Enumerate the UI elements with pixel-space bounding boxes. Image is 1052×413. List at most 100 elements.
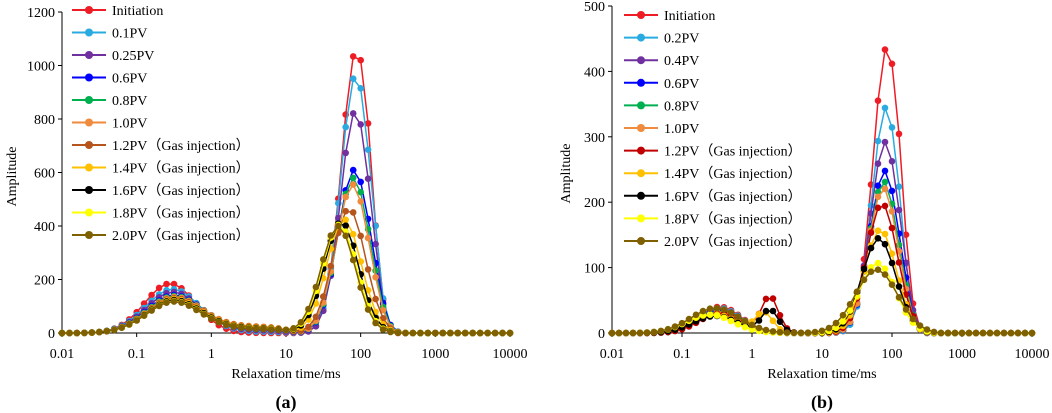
data-point xyxy=(874,137,882,145)
legend-label: 1.2PV（Gas injection） xyxy=(112,138,250,154)
data-point xyxy=(951,329,959,337)
data-point xyxy=(881,46,889,53)
data-point xyxy=(424,329,432,337)
data-point xyxy=(417,329,424,337)
legend-entry: 0.1PV xyxy=(72,27,147,42)
x-tick-label: 10000 xyxy=(1015,347,1050,362)
data-point xyxy=(364,175,372,182)
data-point xyxy=(867,244,875,252)
data-point xyxy=(762,295,770,303)
legend-swatch-marker xyxy=(85,163,93,172)
data-point xyxy=(506,329,514,337)
data-point xyxy=(664,325,672,333)
data-point xyxy=(73,329,81,337)
data-point xyxy=(895,259,903,266)
legend-label: 0.1PV xyxy=(112,27,147,42)
data-point xyxy=(320,293,327,300)
data-point xyxy=(305,305,312,313)
data-point xyxy=(1021,329,1029,337)
data-point xyxy=(81,329,88,337)
data-point xyxy=(461,329,469,337)
data-point xyxy=(909,315,917,323)
data-point xyxy=(402,329,409,337)
data-point xyxy=(267,326,275,333)
data-point xyxy=(874,97,882,104)
legend-label: 1.6PV（Gas injection） xyxy=(112,183,250,199)
y-tick-label: 300 xyxy=(584,131,605,146)
data-point xyxy=(357,258,365,265)
series-2.0PV（Gas injection） xyxy=(58,222,514,337)
data-point xyxy=(937,329,945,337)
data-point xyxy=(342,123,350,131)
data-point xyxy=(312,283,320,291)
data-point xyxy=(790,329,798,337)
data-point xyxy=(629,329,637,337)
legend-label: 0.8PV xyxy=(112,94,147,109)
data-point xyxy=(734,321,742,328)
data-point xyxy=(916,322,924,329)
data-point xyxy=(881,138,889,146)
x-tick-label: 10000 xyxy=(493,347,528,362)
x-tick-label: 1 xyxy=(749,347,756,362)
legend-swatch-marker xyxy=(85,118,93,127)
legend-swatch-marker xyxy=(85,6,93,14)
legend-swatch-marker xyxy=(637,11,645,19)
legend-label: Initiation xyxy=(664,9,715,24)
data-point xyxy=(769,317,777,325)
data-point xyxy=(312,313,320,321)
data-point xyxy=(364,306,372,313)
data-point xyxy=(881,104,889,112)
data-point xyxy=(860,276,868,284)
data-point xyxy=(364,234,372,242)
y-tick-label: 500 xyxy=(584,0,605,15)
series-1.0PV xyxy=(608,185,1036,337)
legend-swatch-marker xyxy=(85,73,93,82)
data-point xyxy=(88,329,96,336)
data-point xyxy=(379,326,387,333)
data-point xyxy=(734,313,742,321)
data-point xyxy=(357,188,365,196)
data-point xyxy=(972,329,980,337)
data-point xyxy=(282,326,290,334)
legend-label: 1.8PV（Gas injection） xyxy=(664,211,802,227)
legend-label: 0.25PV xyxy=(112,49,154,64)
data-point xyxy=(881,271,889,278)
data-point xyxy=(349,75,357,82)
data-point xyxy=(727,317,735,325)
legend-entry: 1.4PV（Gas injection） xyxy=(624,166,802,182)
data-point xyxy=(881,230,889,238)
data-point xyxy=(327,262,335,270)
x-tick-label: 1 xyxy=(208,347,215,362)
data-point xyxy=(394,329,402,337)
data-point xyxy=(357,121,365,128)
series-line xyxy=(612,237,1032,334)
legend-label: 2.0PV（Gas injection） xyxy=(112,228,250,244)
legend-swatch-marker xyxy=(85,28,93,37)
data-point xyxy=(58,329,66,337)
data-point xyxy=(888,158,896,165)
data-point xyxy=(797,329,805,337)
data-point xyxy=(335,222,342,230)
data-point xyxy=(881,185,889,193)
x-tick-label: 100 xyxy=(350,347,371,362)
legend-entry: 1.8PV（Gas injection） xyxy=(624,211,802,227)
panel-a: 0 200 400 600 800 1000 1200 0.01 0.1 1 10 100 1000 10… xyxy=(5,4,528,413)
data-point xyxy=(379,315,387,322)
data-point xyxy=(1007,329,1015,337)
data-point xyxy=(349,181,357,188)
legend-swatch-marker xyxy=(637,169,645,178)
data-point xyxy=(804,329,812,337)
data-point xyxy=(874,204,882,212)
data-point xyxy=(832,319,840,327)
data-point xyxy=(783,329,791,336)
data-point xyxy=(818,327,826,335)
data-point xyxy=(839,311,847,319)
legend-entry: 1.0PV xyxy=(72,117,147,132)
data-point xyxy=(769,328,777,335)
x-tick-label: 0.01 xyxy=(50,347,75,362)
data-point xyxy=(155,302,163,310)
legend-label: 1.4PV（Gas injection） xyxy=(112,161,250,177)
data-point xyxy=(364,120,372,127)
y-tick-label: 400 xyxy=(584,65,605,80)
